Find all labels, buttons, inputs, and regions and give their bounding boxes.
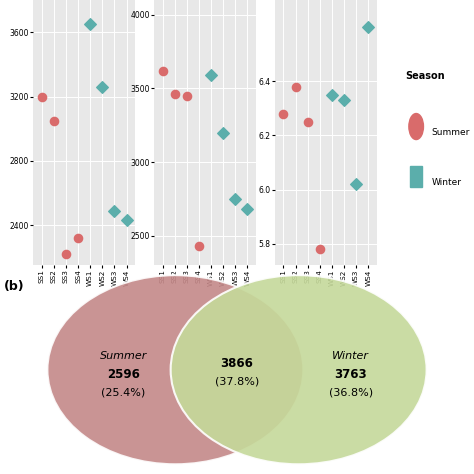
Point xyxy=(99,83,106,91)
Text: Winter: Winter xyxy=(332,351,369,362)
Text: Summer: Summer xyxy=(432,128,470,137)
Point xyxy=(123,217,130,224)
Point xyxy=(183,92,191,100)
Point xyxy=(244,206,251,213)
Point xyxy=(328,91,336,99)
Text: (37.8%): (37.8%) xyxy=(215,376,259,386)
Ellipse shape xyxy=(171,275,427,465)
Point xyxy=(110,207,118,215)
Text: 2596: 2596 xyxy=(107,368,140,381)
Ellipse shape xyxy=(47,275,303,465)
Point xyxy=(304,118,311,126)
Point xyxy=(86,20,94,28)
Point xyxy=(219,129,227,137)
Circle shape xyxy=(409,114,423,139)
Text: 3866: 3866 xyxy=(220,356,254,370)
Point xyxy=(231,195,239,203)
Point xyxy=(280,110,287,118)
Point xyxy=(195,243,203,250)
Text: Winter: Winter xyxy=(432,178,462,187)
Point xyxy=(171,91,179,98)
Point xyxy=(340,96,348,104)
Point xyxy=(365,23,372,31)
Point xyxy=(352,181,360,188)
Point xyxy=(159,67,166,74)
Point xyxy=(207,72,215,79)
Point xyxy=(38,93,46,100)
Text: Summer: Summer xyxy=(100,351,147,362)
Point xyxy=(316,246,324,253)
Text: 3763: 3763 xyxy=(335,368,367,381)
Point xyxy=(292,83,300,91)
Point xyxy=(74,234,82,242)
Point xyxy=(62,250,70,258)
Text: (25.4%): (25.4%) xyxy=(101,388,146,398)
Text: Season: Season xyxy=(406,71,446,81)
Text: (36.8%): (36.8%) xyxy=(328,388,373,398)
Point xyxy=(50,117,58,125)
Text: (b): (b) xyxy=(4,280,25,293)
